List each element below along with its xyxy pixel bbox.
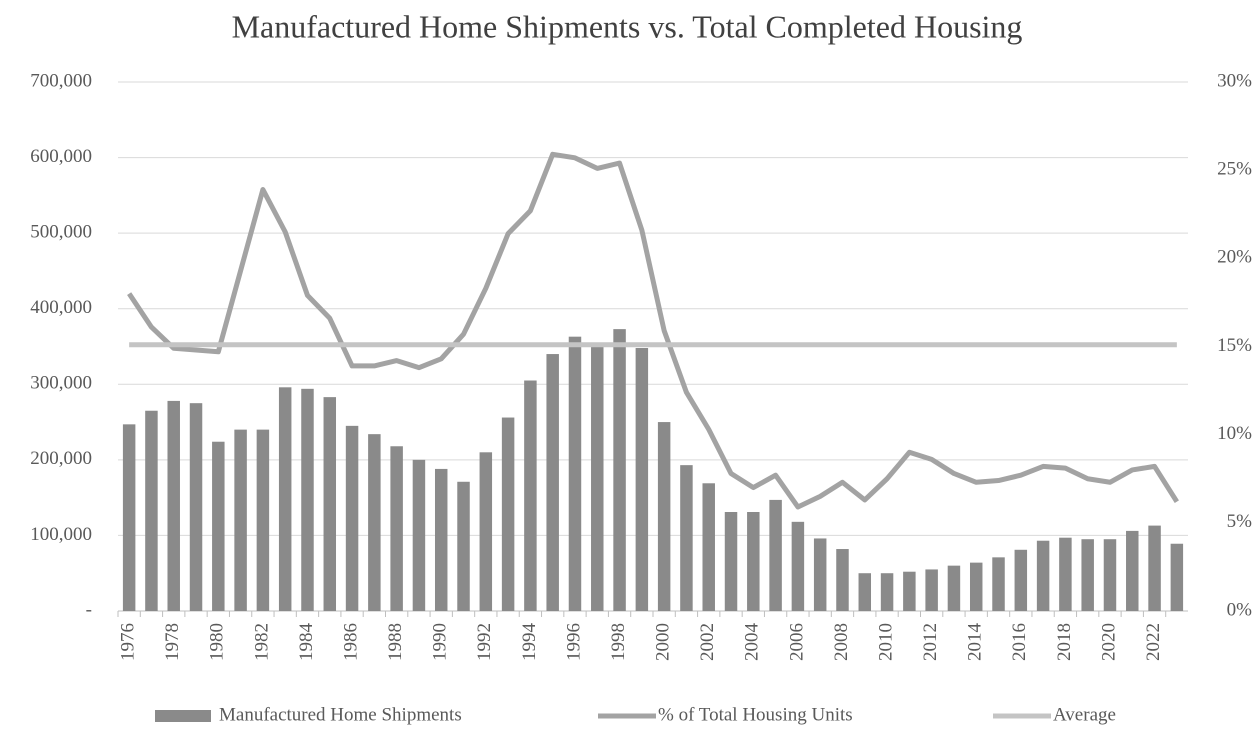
bar (412, 459, 426, 611)
bar (747, 512, 760, 611)
x-tick-label: 1976 (118, 623, 139, 661)
y2-tick-label: 5% (1227, 511, 1253, 532)
x-tick-label: 2008 (831, 623, 852, 661)
x-tick-label: 1994 (519, 623, 540, 662)
x-tick-label: 2018 (1054, 623, 1075, 661)
bar (702, 483, 715, 611)
x-tick-label: 1996 (563, 623, 584, 661)
y2-tick-label: 10% (1217, 423, 1252, 444)
y-tick-label: 700,000 (30, 70, 92, 91)
y-tick-label: 300,000 (30, 373, 92, 394)
bar (256, 429, 270, 611)
x-tick-label: 1982 (251, 623, 272, 661)
bar (1036, 540, 1050, 611)
bar (479, 452, 493, 611)
bar (791, 521, 805, 611)
y2-tick-label: 25% (1217, 159, 1252, 180)
y2-tick-label: 15% (1217, 335, 1252, 356)
bar (122, 424, 136, 611)
x-tick-label: 1980 (207, 623, 228, 661)
x-tick-label: 2010 (875, 623, 896, 661)
bar (323, 397, 337, 611)
bar (836, 549, 849, 611)
bar (234, 429, 247, 611)
x-tick-label: 1988 (385, 623, 406, 661)
bar (368, 434, 381, 611)
y-tick-label: 200,000 (30, 448, 92, 469)
bar (546, 354, 559, 611)
bar (568, 336, 582, 611)
bar (591, 344, 604, 611)
legend-label: Manufactured Home Shipments (219, 704, 462, 725)
x-tick-label: 2002 (697, 623, 718, 661)
bar (992, 557, 1005, 611)
y2-tick-label: 0% (1227, 599, 1253, 620)
x-tick-label: 2020 (1098, 623, 1119, 661)
bar (145, 410, 158, 611)
bar (925, 569, 938, 611)
legend-swatch (155, 710, 211, 722)
bar (434, 468, 448, 611)
bar (613, 329, 626, 611)
y-tick-label: 500,000 (30, 222, 92, 243)
bar (212, 441, 225, 611)
x-tick-label: 2022 (1143, 623, 1164, 661)
bar (457, 481, 470, 611)
y2-tick-label: 20% (1217, 247, 1252, 268)
bar (524, 380, 537, 611)
y-tick-label: 600,000 (30, 146, 92, 167)
bar (1148, 525, 1161, 611)
bar (390, 446, 403, 611)
bar (1126, 530, 1139, 611)
bar (501, 417, 515, 611)
x-tick-label: 1986 (340, 623, 361, 661)
bar (1081, 539, 1094, 611)
legend-label: % of Total Housing Units (658, 704, 853, 725)
x-tick-label: 2016 (1009, 623, 1030, 661)
x-tick-label: 1992 (474, 623, 495, 661)
y-tick-label: 100,000 (30, 524, 92, 545)
bar (947, 565, 961, 611)
bar (769, 499, 782, 611)
bar (635, 348, 649, 611)
bar (724, 512, 738, 611)
x-tick-label: 1984 (296, 623, 317, 662)
bar (301, 388, 314, 611)
bar (1103, 539, 1117, 611)
x-tick-label: 1998 (608, 623, 629, 661)
bar (1059, 537, 1072, 611)
x-tick-label: 1978 (162, 623, 183, 661)
bar (167, 400, 180, 611)
chart-title: Manufactured Home Shipments vs. Total Co… (232, 8, 1023, 44)
x-tick-label: 2014 (965, 623, 986, 662)
bar (813, 538, 827, 611)
bar (345, 425, 359, 611)
x-tick-label: 1990 (430, 623, 451, 661)
bar (858, 573, 872, 611)
line (127, 151, 1179, 510)
bar (1170, 543, 1184, 611)
bar (969, 562, 983, 611)
bar (880, 573, 894, 611)
y-tick-label: 400,000 (30, 297, 92, 318)
bar (657, 422, 671, 611)
x-tick-label: 2006 (786, 623, 807, 661)
bar (278, 387, 292, 611)
y-tick-label: - (86, 599, 92, 620)
x-tick-label: 2012 (920, 623, 941, 661)
y2-tick-label: 30% (1217, 70, 1252, 91)
bar (903, 571, 916, 611)
bar (189, 403, 203, 611)
x-tick-label: 2004 (742, 623, 763, 662)
bar (1014, 549, 1028, 611)
bar (680, 465, 693, 611)
x-tick-label: 2000 (653, 623, 674, 661)
legend-label: Average (1053, 704, 1116, 725)
